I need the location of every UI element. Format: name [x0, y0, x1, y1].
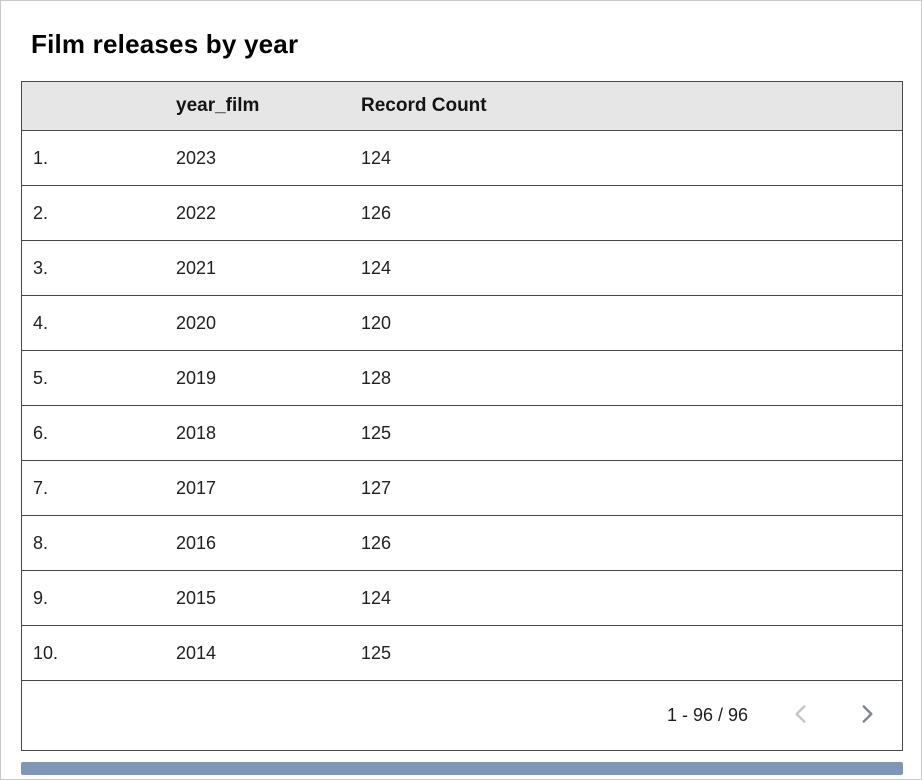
table-footer: 1 - 96 / 96 [22, 680, 902, 750]
column-header-record-count[interactable]: Record Count [361, 95, 487, 116]
year-cell: 2018 [176, 422, 217, 443]
year-cell: 2017 [176, 477, 217, 498]
table-row: 2. 2022 126 [22, 185, 902, 240]
chart-title: Film releases by year [31, 29, 299, 59]
year-cell: 2016 [176, 532, 217, 553]
table-row: 6. 2018 125 [22, 405, 902, 460]
year-cell: 2023 [176, 147, 217, 168]
count-cell: 124 [361, 147, 392, 168]
year-cell: 2019 [176, 367, 217, 388]
row-number: 10. [33, 642, 59, 663]
year-cell: 2014 [176, 642, 217, 663]
count-cell: 124 [361, 587, 392, 608]
row-number: 8. [33, 532, 49, 553]
pagination-next-button[interactable] [854, 703, 880, 729]
row-number: 3. [33, 257, 49, 278]
column-header-year-film[interactable]: year_film [176, 95, 260, 116]
row-number: 7. [33, 477, 49, 498]
count-cell: 126 [361, 532, 392, 553]
row-number: 6. [33, 422, 49, 443]
chevron-right-icon [854, 701, 880, 730]
count-cell: 128 [361, 367, 392, 388]
pagination-range-label: 1 - 96 / 96 [666, 705, 748, 725]
table-row: 8. 2016 126 [22, 515, 902, 570]
row-number: 5. [33, 367, 49, 388]
table-row: 10. 2014 125 [22, 625, 902, 680]
year-cell: 2022 [176, 202, 217, 223]
count-cell: 120 [361, 312, 392, 333]
count-cell: 127 [361, 477, 392, 498]
table-row: 9. 2015 124 [22, 570, 902, 625]
horizontal-scrollbar[interactable] [21, 762, 903, 775]
pagination-prev-button[interactable] [788, 703, 814, 729]
row-number: 1. [33, 147, 49, 168]
count-cell: 124 [361, 257, 392, 278]
table-row: 4. 2020 120 [22, 295, 902, 350]
year-cell: 2020 [176, 312, 217, 333]
table-row: 5. 2019 128 [22, 350, 902, 405]
year-cell: 2021 [176, 257, 217, 278]
table-row: 1. 2023 124 [22, 130, 902, 185]
table-row: 3. 2021 124 [22, 240, 902, 295]
data-table: year_film Record Count 1. 2023 124 2. 20… [21, 81, 903, 751]
chevron-left-icon [788, 701, 814, 730]
count-cell: 126 [361, 202, 392, 223]
row-number: 2. [33, 202, 49, 223]
row-number: 4. [33, 312, 49, 333]
table-row: 7. 2017 127 [22, 460, 902, 515]
row-number: 9. [33, 587, 49, 608]
table-header-row: year_film Record Count [22, 82, 902, 130]
count-cell: 125 [361, 422, 392, 443]
year-cell: 2015 [176, 587, 217, 608]
count-cell: 125 [361, 642, 392, 663]
